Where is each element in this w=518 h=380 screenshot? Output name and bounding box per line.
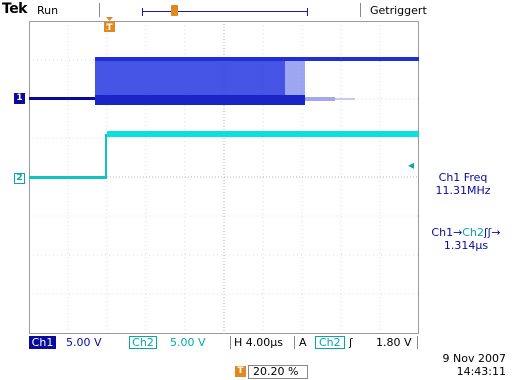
waveform-display[interactable] xyxy=(29,21,419,334)
separator xyxy=(99,3,100,17)
measurement-1-value: 11.31MHz xyxy=(435,184,491,197)
time: 14:43:11 xyxy=(456,365,506,378)
separator xyxy=(360,3,361,17)
measurement-2: Ch1→Ch2ʃʃ→ 1.314µs xyxy=(418,226,514,252)
ch1-scale: 5.00 V xyxy=(66,336,102,349)
ch1-label[interactable]: Ch1 xyxy=(29,336,56,349)
measurement-1: Ch1 Freq 11.31MHz xyxy=(418,171,508,197)
separator xyxy=(417,336,418,349)
status-bar: Ch1 5.00 V Ch2 5.00 V H 4.00µs A Ch2 ʃ 1… xyxy=(29,336,418,349)
date: 9 Nov 2007 xyxy=(442,352,506,365)
record-trigger-position-icon xyxy=(171,5,178,16)
ch1-waveform xyxy=(29,57,419,105)
trigger-position-value: 20.20 % xyxy=(248,365,308,379)
measurement-2-label: Ch1→Ch2ʃʃ→ xyxy=(418,226,514,239)
ch2-label[interactable]: Ch2 xyxy=(129,336,157,349)
trigger-mode: A xyxy=(299,336,307,349)
record-length-indicator xyxy=(142,8,308,16)
svg-text:T: T xyxy=(106,23,113,33)
trigger-state: Getriggert xyxy=(370,4,427,17)
measurement-2-dest: Ch2 xyxy=(462,226,484,239)
trigger-source[interactable]: Ch2 xyxy=(315,336,345,349)
trigger-slope-icon: ʃ xyxy=(349,336,353,349)
tek-logo: Tek xyxy=(2,1,28,17)
separator xyxy=(230,336,231,349)
trigger-level-arrow-icon: ◂ xyxy=(408,158,415,172)
horizontal-scale: H 4.00µs xyxy=(234,336,283,349)
measurement-2-arrow: → xyxy=(453,226,463,239)
ch1-ground-marker[interactable]: 1 xyxy=(14,93,25,104)
measurement-2-source: Ch1 xyxy=(431,226,454,239)
ch2-scale: 5.00 V xyxy=(170,336,206,349)
measurement-2-value: 1.314µs xyxy=(443,239,489,252)
measurement-2-edges: ʃʃ→ xyxy=(483,226,501,239)
separator xyxy=(294,336,295,349)
trigger-position-marker: T xyxy=(104,17,115,33)
ch2-ground-marker[interactable]: 2 xyxy=(14,173,25,184)
ch2-waveform xyxy=(29,131,419,179)
run-status: Run xyxy=(37,4,59,17)
trigger-level: 1.80 V xyxy=(376,336,412,349)
trigger-position-icon: T xyxy=(235,366,246,377)
measurement-1-label: Ch1 Freq xyxy=(438,171,488,184)
center-axes xyxy=(29,21,419,334)
trigger-marker-icon: T xyxy=(104,17,115,33)
